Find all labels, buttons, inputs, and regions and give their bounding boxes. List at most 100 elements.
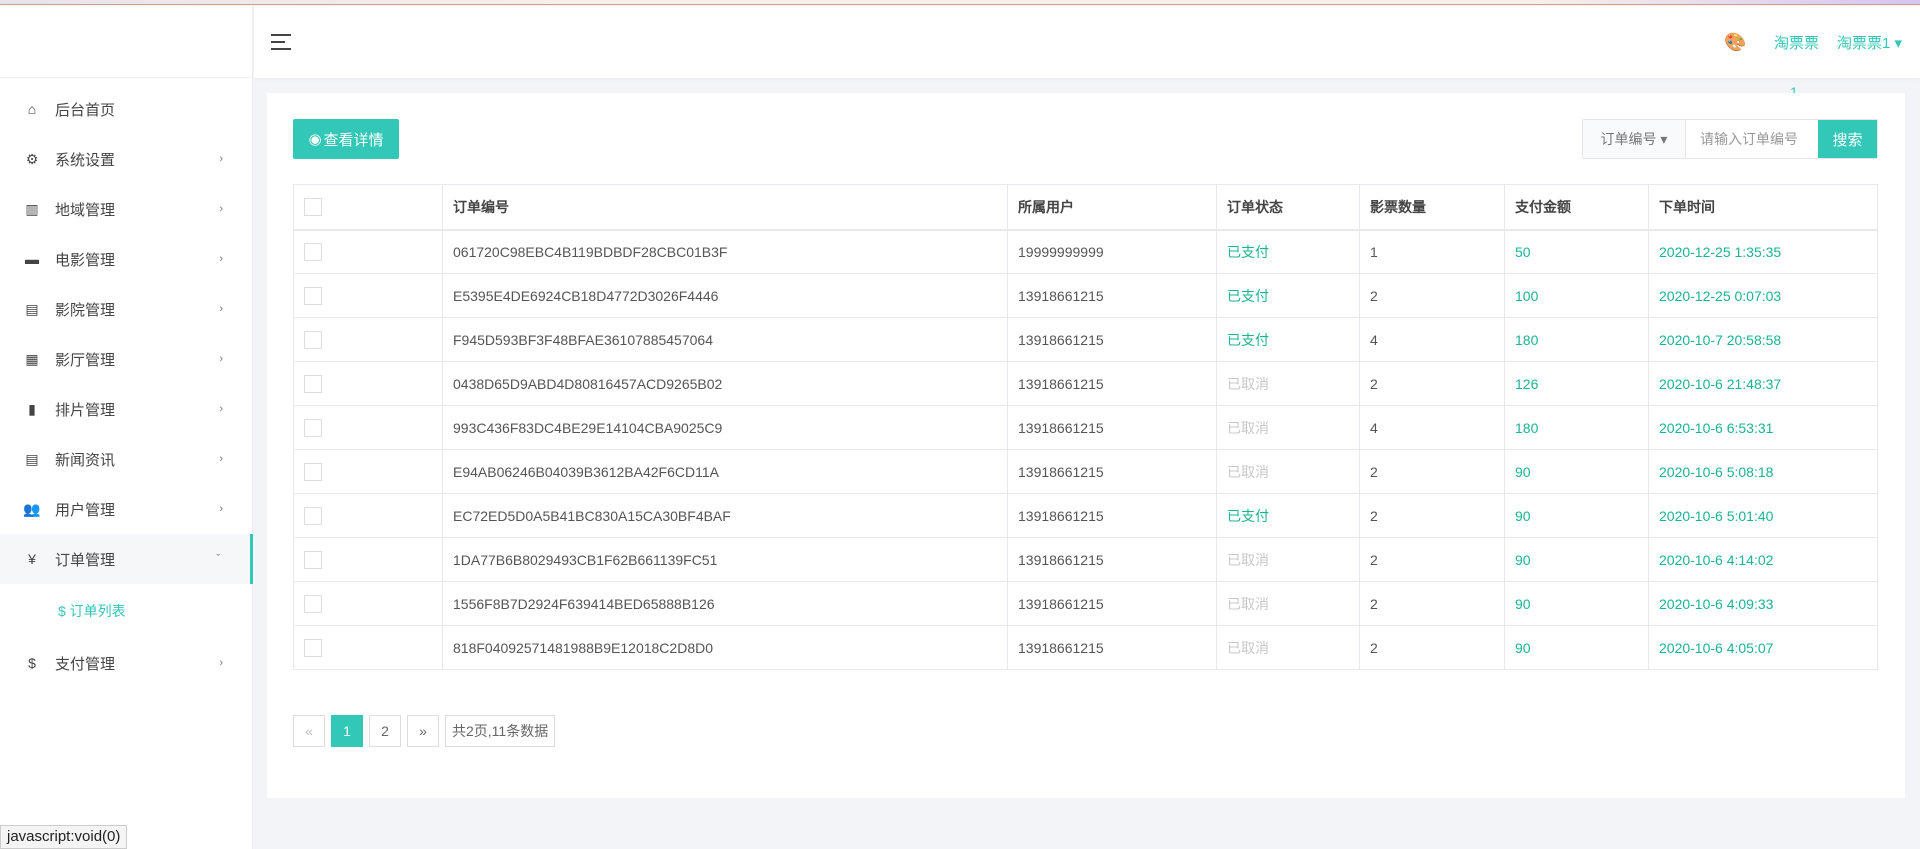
orders-table: 订单编号 所属用户 订单状态 影票数量 支付金额 下单时间 061720C98E… <box>293 184 1878 670</box>
user-cell: 13918661215 <box>1007 537 1217 582</box>
table-row[interactable]: E5395E4DE6924CB18D4772D3026F4446 13918661… <box>293 273 1878 318</box>
eye-icon: ◉ <box>308 131 322 148</box>
chevron-icon: › <box>219 403 223 415</box>
view-detail-button[interactable]: ◉ 查看详情 <box>293 119 399 159</box>
order-no-cell: 1DA77B6B8029493CB1F62B661139FC51 <box>442 537 1008 582</box>
table-row[interactable]: 818F04092571481988B9E12018C2D8D0 13918661… <box>293 625 1878 670</box>
table-row[interactable]: 993C436F83DC4BE29E14104CBA9025C9 13918661… <box>293 405 1878 450</box>
status-cell: 已取消 <box>1216 625 1360 670</box>
sidebar-nav: ⌂ 后台首页 ⚙ 系统设置 › ▥ 地域管理 › ▬ 电影管理 › ▤ 影院管理 › ▦ 影厅管理 › ▮ 排片管理… <box>0 84 253 688</box>
top-header: 🎨 淘票票 淘票票1 ▾ <box>254 6 1920 78</box>
order-time-cell: 2020-10-6 6:53:31 <box>1648 405 1878 450</box>
sidebar-item-label: 后台首页 <box>55 101 116 119</box>
sidebar-item-schedule[interactable]: ▮ 排片管理 › <box>0 384 253 434</box>
sidebar-item-home[interactable]: ⌂ 后台首页 <box>0 84 253 134</box>
col-user[interactable]: 所属用户 <box>1007 184 1217 231</box>
order-time-cell: 2020-10-6 4:14:02 <box>1648 537 1878 582</box>
row-checkbox[interactable] <box>304 638 322 657</box>
store-icon: ▤ <box>25 300 39 317</box>
search-field-select[interactable]: 订单编号 ▾ <box>1583 120 1686 158</box>
row-select <box>293 229 443 274</box>
ticket-count-cell: 2 <box>1359 449 1505 494</box>
row-checkbox[interactable] <box>304 506 322 525</box>
row-checkbox[interactable] <box>304 242 322 261</box>
amount-cell: 100 <box>1504 273 1649 318</box>
table-row[interactable]: E94AB06246B04039B3612BA42F6CD11A 13918661… <box>293 449 1878 494</box>
menu-toggle-icon[interactable] <box>271 34 291 50</box>
row-checkbox[interactable] <box>304 330 322 349</box>
yen-icon: ¥ <box>28 551 36 567</box>
page-info: 共2页,11条数据 <box>445 715 556 747</box>
col-order-time[interactable]: 下单时间 <box>1648 184 1878 231</box>
order-time-cell: 2020-10-6 4:05:07 <box>1648 625 1878 670</box>
ticket-count-cell: 2 <box>1359 625 1505 670</box>
chevron-icon: › <box>219 503 223 515</box>
sidebar-item-user[interactable]: 👥 用户管理 › <box>0 484 253 534</box>
ticket-count-cell: 1 <box>1359 229 1505 274</box>
row-checkbox[interactable] <box>304 418 322 437</box>
sidebar-item-label: 排片管理 <box>55 401 116 419</box>
user-cell: 13918661215 <box>1007 361 1217 406</box>
sidebar-item-news[interactable]: ▤ 新闻资讯 › <box>0 434 253 484</box>
search-button[interactable]: 搜索 <box>1818 120 1877 158</box>
status-cell: 已取消 <box>1216 581 1360 626</box>
amount-cell: 90 <box>1504 581 1649 626</box>
gear-icon: ⚙ <box>25 150 39 167</box>
row-checkbox[interactable] <box>304 374 322 393</box>
order-time-cell: 2020-10-6 4:09:33 <box>1648 581 1878 626</box>
sidebar-item-region[interactable]: ▥ 地域管理 › <box>0 184 253 234</box>
user-link[interactable]: 淘票票 <box>1774 35 1820 52</box>
page-2-button[interactable]: 2 <box>369 715 401 747</box>
order-time-cell: 2020-10-6 21:48:37 <box>1648 361 1878 406</box>
amount-cell: 90 <box>1504 537 1649 582</box>
sidebar-item-system-settings[interactable]: ⚙ 系统设置 › <box>0 134 253 184</box>
sidebar-subitem-order-list[interactable]: $ 订单列表 <box>58 603 126 619</box>
table-row[interactable]: 0438D65D9ABD4D80816457ACD9265B02 13918661… <box>293 361 1878 406</box>
col-ticket-count[interactable]: 影票数量 <box>1359 184 1505 231</box>
row-checkbox[interactable] <box>304 286 322 305</box>
user-cell: 13918661215 <box>1007 317 1217 362</box>
search-input[interactable] <box>1686 120 1818 158</box>
palette-icon[interactable]: 🎨 <box>1724 32 1747 52</box>
order-time-cell: 2020-10-6 5:01:40 <box>1648 493 1878 538</box>
sidebar-item-label: 影院管理 <box>55 301 116 319</box>
chevron-icon: › <box>219 657 223 669</box>
order-no-cell: 993C436F83DC4BE29E14104CBA9025C9 <box>442 405 1008 450</box>
select-all-checkbox[interactable] <box>304 197 322 216</box>
page-1-button[interactable]: 1 <box>331 715 363 747</box>
ticket-count-cell: 2 <box>1359 493 1505 538</box>
sidebar-item-movie[interactable]: ▬ 电影管理 › <box>0 234 253 284</box>
ticket-count-cell: 2 <box>1359 537 1505 582</box>
sidebar-item-label: 系统设置 <box>55 151 116 169</box>
sidebar-item-label: 新闻资讯 <box>55 451 116 469</box>
table-row[interactable]: 1556F8B7D2924F639414BED65888B126 13918661… <box>293 581 1878 626</box>
col-order-no[interactable]: 订单编号 <box>442 184 1008 231</box>
col-status[interactable]: 订单状态 <box>1216 184 1360 231</box>
order-time-cell: 2020-12-25 1:35:35 <box>1648 229 1878 274</box>
table-row[interactable]: F945D593BF3F48BFAE36107885457064 13918661… <box>293 317 1878 362</box>
logo-area <box>0 6 252 78</box>
sidebar-item-payment[interactable]: $ 支付管理 › <box>0 638 253 688</box>
ticket-count-cell: 2 <box>1359 581 1505 626</box>
user-dropdown[interactable]: 淘票票1 ▾ <box>1837 35 1903 52</box>
browser-status-bar: javascript:void(0) <box>0 825 128 849</box>
amount-cell: 90 <box>1504 449 1649 494</box>
col-amount[interactable]: 支付金额 <box>1504 184 1649 231</box>
row-checkbox[interactable] <box>304 462 322 481</box>
table-row[interactable]: EC72ED5D0A5B41BC830A15CA30BF4BAF 13918661… <box>293 493 1878 538</box>
row-select <box>293 581 443 626</box>
order-time-cell: 2020-10-7 20:58:58 <box>1648 317 1878 362</box>
pagination: « 1 2 » 共2页,11条数据 <box>293 715 556 747</box>
table-row[interactable]: 061720C98EBC4B119BDBDF28CBC01B3F 19999999… <box>293 229 1878 274</box>
next-page-button[interactable]: » <box>407 715 439 747</box>
sidebar-item-hall[interactable]: ▦ 影厅管理 › <box>0 334 253 384</box>
sidebar-item-order[interactable]: ¥ 订单管理 ˇ <box>0 534 253 584</box>
chevron-icon: › <box>219 353 223 365</box>
row-select <box>293 317 443 362</box>
row-checkbox[interactable] <box>304 594 322 613</box>
row-checkbox[interactable] <box>304 550 322 569</box>
user-cell: 19999999999 <box>1007 229 1217 274</box>
sidebar-item-cinema[interactable]: ▤ 影院管理 › <box>0 284 253 334</box>
prev-page-button[interactable]: « <box>293 715 325 747</box>
table-row[interactable]: 1DA77B6B8029493CB1F62B661139FC51 13918661… <box>293 537 1878 582</box>
